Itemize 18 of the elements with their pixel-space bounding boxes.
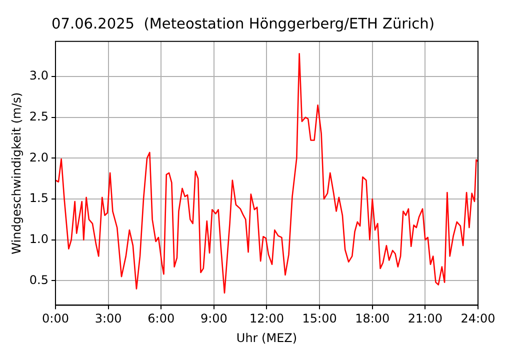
y-tick-label: 0.5: [29, 272, 48, 287]
x-tick-label: 21:00: [408, 312, 442, 326]
y-tick-label: 3.0: [29, 68, 48, 83]
y-tick-label: 2.0: [29, 150, 48, 164]
y-tick-label: 1.0: [29, 232, 48, 246]
y-axis-title: Windgeschwindigkeit (m/s): [9, 92, 24, 254]
x-axis-title: Uhr (MEZ): [236, 330, 298, 345]
x-tick-label: 18:00: [355, 312, 390, 326]
y-tick-label: 1.5: [29, 191, 48, 206]
y-tick-label: 2.5: [29, 109, 48, 124]
x-tick-label: 9:00: [200, 312, 228, 326]
x-tick-label: 3:00: [94, 312, 122, 326]
x-tick-label: 15:00: [302, 312, 337, 326]
x-tick-label: 12:00: [249, 312, 284, 326]
x-tick-label: 6:00: [148, 312, 175, 326]
x-tick-label: 0:00: [42, 312, 69, 326]
x-tick-label: 24:00: [460, 312, 496, 326]
chart-title: 07.06.2025 (Meteostation Hönggerberg/ETH Zürich): [52, 16, 434, 32]
